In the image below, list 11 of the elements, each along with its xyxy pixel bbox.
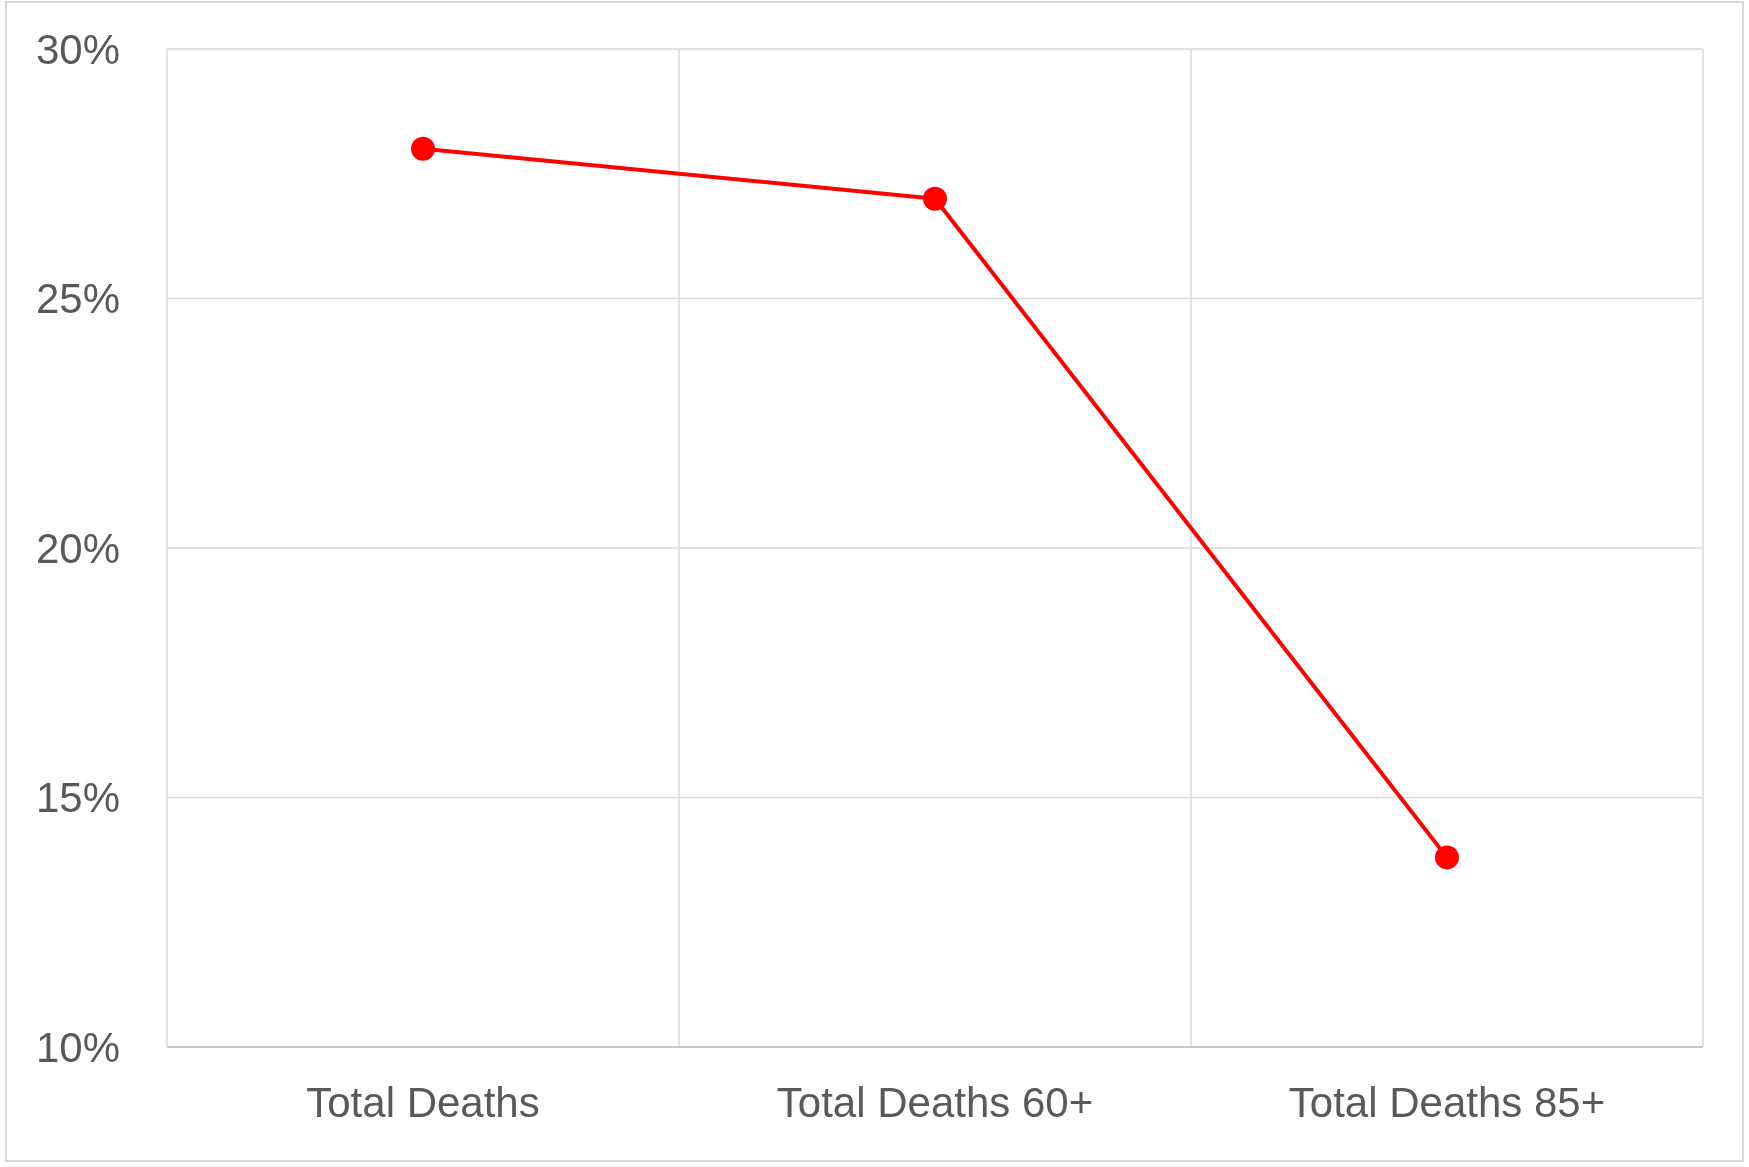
point xyxy=(923,186,947,211)
y-tick-label: 15% xyxy=(35,774,120,822)
point xyxy=(411,136,435,161)
point xyxy=(1435,845,1459,870)
y-tick-label: 25% xyxy=(35,275,120,323)
y-tick-label: 30% xyxy=(35,25,120,73)
y-tick-label: 20% xyxy=(35,524,120,572)
x-tick-label: Total Deaths 60+ xyxy=(776,1079,1094,1126)
x-tick-label: Total Deaths 85+ xyxy=(1288,1079,1606,1126)
y-tick-label: 10% xyxy=(35,1023,120,1071)
x-tick-label: Total Deaths xyxy=(306,1079,540,1126)
